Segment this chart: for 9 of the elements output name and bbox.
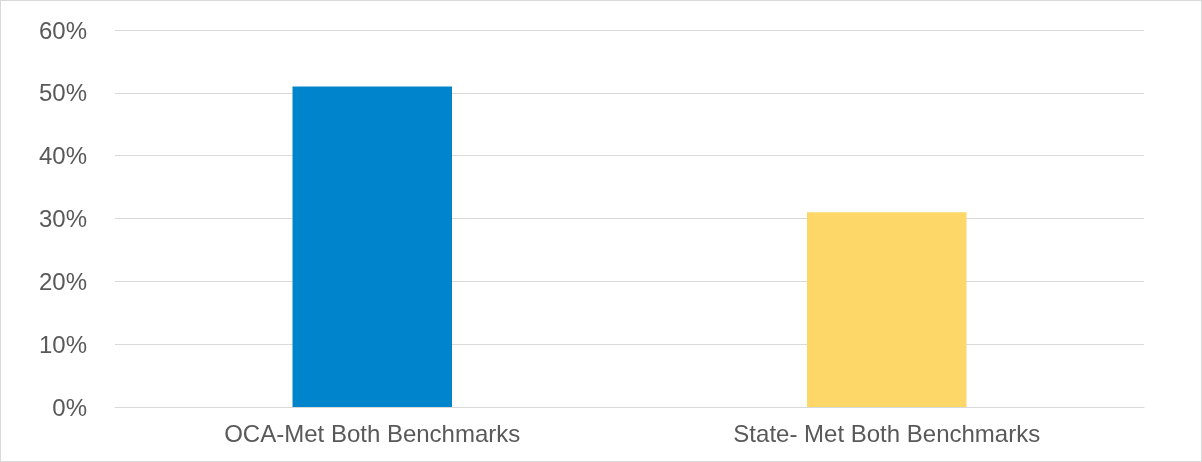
x-tick-label: State- Met Both Benchmarks — [733, 419, 1041, 447]
y-tick-label: 20% — [38, 267, 87, 295]
y-tick-label: 40% — [38, 142, 87, 170]
y-tick-label: 0% — [52, 393, 87, 421]
x-tick-label: OCA-Met Both Benchmarks — [224, 419, 521, 447]
y-tick-label: 60% — [38, 16, 87, 44]
y-tick-label: 30% — [38, 205, 87, 232]
y-tick-label: 10% — [38, 330, 87, 358]
y-tick-label: 50% — [38, 79, 87, 107]
